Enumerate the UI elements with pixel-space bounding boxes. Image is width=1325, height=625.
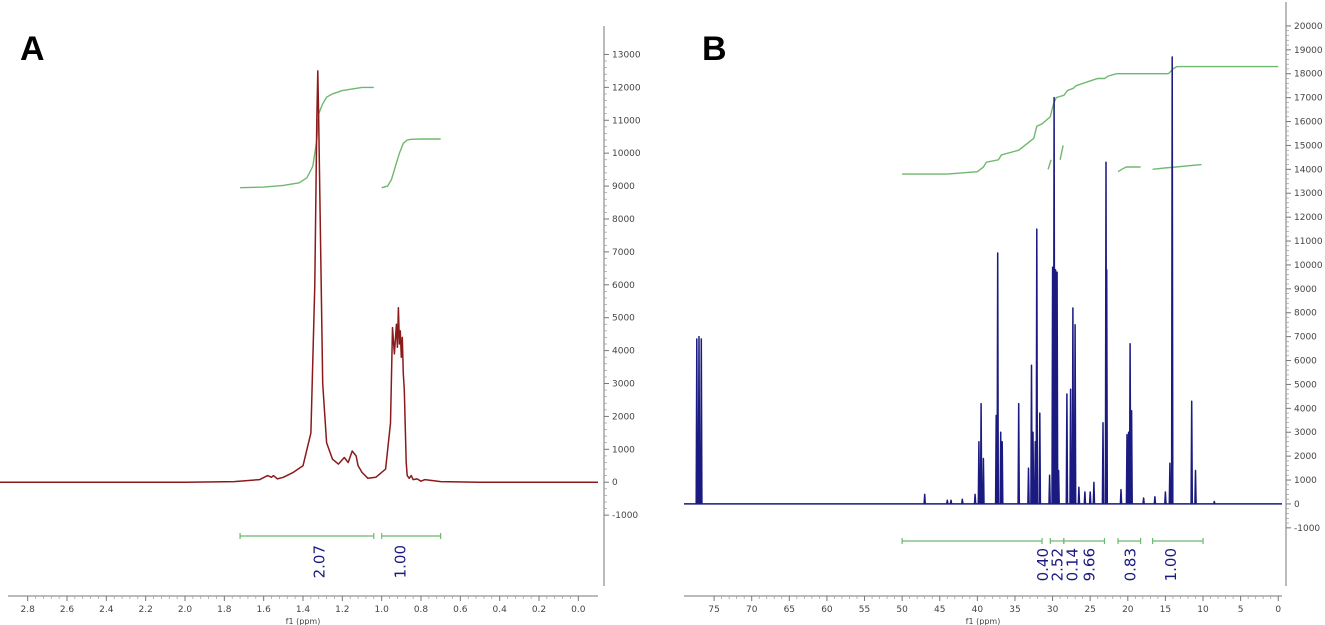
y-tick-label: 9000 <box>1294 285 1317 295</box>
x-tick-label: 25 <box>1084 605 1095 615</box>
integral-curve <box>1117 166 1141 173</box>
x-tick-label: 0 <box>1275 605 1281 615</box>
x-tick-label: 20 <box>1122 605 1134 615</box>
integral-curve <box>381 138 441 189</box>
x-tick-label: 0.4 <box>493 605 508 615</box>
y-tick-label: 19000 <box>1294 46 1323 56</box>
integration-value-label: 0.14 <box>1063 548 1081 581</box>
y-tick-label: 0 <box>612 478 618 488</box>
y-tick-label: 1000 <box>612 445 635 455</box>
x-tick-label: 50 <box>896 605 908 615</box>
x-tick-label: 1.0 <box>375 605 390 615</box>
y-tick-label: 3000 <box>612 380 635 390</box>
x-tick-label: 0.8 <box>414 605 429 615</box>
x-tick-label: 40 <box>972 605 984 615</box>
y-tick-label: 7000 <box>612 248 635 258</box>
y-tick-label: 20000 <box>1294 22 1323 32</box>
y-tick-label: 2000 <box>1294 452 1317 462</box>
x-axis-title: f1 (ppm) <box>966 617 1001 625</box>
x-tick-label: 15 <box>1160 605 1171 615</box>
integration-value-label: 2.07 <box>311 545 329 578</box>
y-tick-label: 4000 <box>1294 404 1317 414</box>
x-tick-label: 1.8 <box>217 605 232 615</box>
x-tick-label: 5 <box>1238 605 1244 615</box>
y-tick-label: 11000 <box>612 116 641 126</box>
integral-curve <box>240 86 374 189</box>
x-tick-label: 1.2 <box>335 605 349 615</box>
integral-curve <box>1047 159 1052 170</box>
panel-label-a: A <box>20 30 45 68</box>
y-tick-label: 13000 <box>612 50 641 60</box>
x-tick-label: 30 <box>1047 605 1059 615</box>
spectrum-series-line <box>0 70 598 483</box>
x-tick-label: 2.2 <box>139 605 153 615</box>
y-tick-label: 12000 <box>612 83 641 93</box>
y-tick-label: 12000 <box>1294 213 1323 223</box>
x-tick-label: 1.4 <box>296 605 311 615</box>
y-tick-label: 4000 <box>612 347 635 357</box>
integral-curve <box>1167 65 1279 75</box>
x-tick-label: 0.2 <box>532 605 546 615</box>
integration-value-label: 1.00 <box>1162 548 1180 581</box>
y-tick-label: 6000 <box>612 281 635 291</box>
y-tick-label: -1000 <box>1294 524 1320 534</box>
x-tick-label: 75 <box>708 605 719 615</box>
x-tick-label: 55 <box>859 605 870 615</box>
integral-curve <box>902 73 1169 175</box>
integral-curve <box>1152 163 1202 170</box>
y-tick-label: 11000 <box>1294 237 1323 247</box>
y-tick-label: 0 <box>1294 500 1300 510</box>
x-tick-label: 2.8 <box>21 605 36 615</box>
panel-label-b: B <box>702 30 727 68</box>
y-tick-label: 14000 <box>1294 165 1323 175</box>
y-tick-label: 17000 <box>1294 94 1323 104</box>
x-tick-label: 2.6 <box>60 605 75 615</box>
spectrum-chart-b: 75 70 65 60 55 50 45 40 35 30 25 20 15 10 5 0f1 (ppm)-1… <box>684 2 1323 625</box>
y-tick-label: 16000 <box>1294 118 1323 128</box>
x-tick-label: 70 <box>746 605 758 615</box>
x-tick-label: 0.6 <box>453 605 468 615</box>
x-tick-label: 35 <box>1009 605 1020 615</box>
spectrum-series-line <box>684 56 1282 505</box>
integral-curve <box>1059 145 1064 160</box>
x-tick-label: 0.0 <box>571 605 586 615</box>
y-tick-label: -1000 <box>612 511 638 521</box>
y-tick-label: 1000 <box>1294 476 1317 486</box>
x-tick-label: 1.6 <box>257 605 272 615</box>
x-tick-label: 65 <box>784 605 795 615</box>
y-tick-label: 2000 <box>612 412 635 422</box>
x-tick-label: 10 <box>1197 605 1209 615</box>
y-tick-label: 3000 <box>1294 428 1317 438</box>
spectrum-panel-b: B 75 70 65 60 55 50 45 40 35 30 25 20 15 10 5 0 f1 (ppm)… <box>662 0 1325 625</box>
integration-value-label: 2.52 <box>1048 548 1066 581</box>
y-tick-label: 8000 <box>612 215 635 225</box>
integration-value-label: 1.00 <box>391 545 409 578</box>
y-tick-label: 10000 <box>1294 261 1323 271</box>
y-tick-label: 18000 <box>1294 70 1323 80</box>
y-tick-label: 7000 <box>1294 333 1317 343</box>
x-tick-label: 2.0 <box>178 605 193 615</box>
y-tick-label: 5000 <box>1294 380 1317 390</box>
integration-value-label: 0.40 <box>1034 548 1052 581</box>
y-tick-label: 8000 <box>1294 309 1317 319</box>
x-tick-label: 2.4 <box>99 605 114 615</box>
spectrum-panel-a: A 2.8 2.6 2.4 2.2 2.0 1.8 1.6 1.4 1.2 1.0 0.8 0.6 0.… <box>0 0 662 625</box>
y-tick-label: 9000 <box>612 182 635 192</box>
x-tick-label: 45 <box>934 605 945 615</box>
y-tick-label: 10000 <box>612 149 641 159</box>
x-tick-label: 60 <box>821 605 833 615</box>
y-tick-label: 13000 <box>1294 189 1323 199</box>
integration-value-label: 0.83 <box>1121 548 1139 581</box>
y-tick-label: 15000 <box>1294 141 1323 151</box>
spectrum-chart-a: 2.8 2.6 2.4 2.2 2.0 1.8 1.6 1.4 1.2 1.0 0.8 0.6 0.4 0… <box>0 26 641 625</box>
x-axis-title: f1 (ppm) <box>286 617 321 625</box>
integration-value-label: 9.66 <box>1081 548 1099 581</box>
y-tick-label: 5000 <box>612 314 635 324</box>
y-tick-label: 6000 <box>1294 357 1317 367</box>
